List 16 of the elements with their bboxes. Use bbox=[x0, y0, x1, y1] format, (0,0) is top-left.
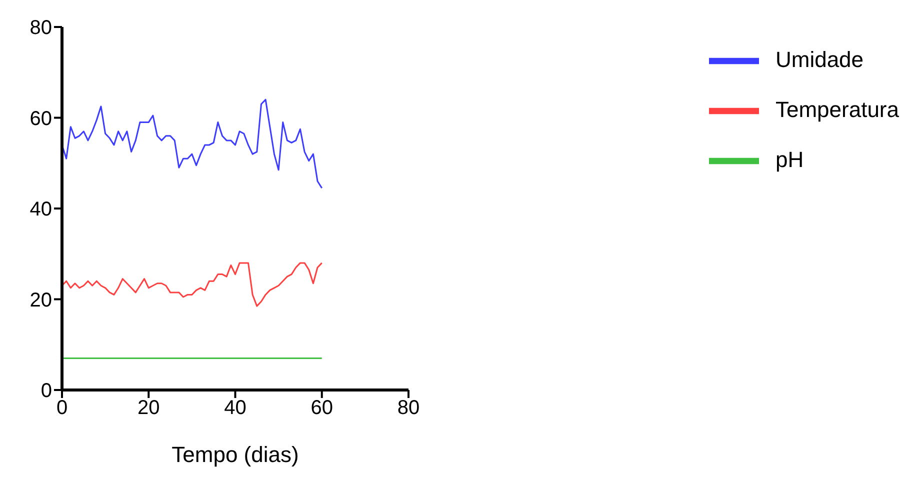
y-tick-label: 0 bbox=[40, 380, 52, 402]
x-tick-label: 20 bbox=[137, 397, 160, 420]
x-tick-label: 60 bbox=[310, 397, 333, 420]
x-tick-label: 80 bbox=[397, 397, 420, 420]
legend-label: Umidade bbox=[775, 46, 864, 72]
x-tick-label: 40 bbox=[224, 397, 246, 420]
x-tick-label: 0 bbox=[56, 397, 68, 420]
x-axis-title: Tempo (dias) bbox=[172, 442, 299, 467]
y-tick-label: 60 bbox=[30, 108, 52, 130]
legend-label: pH bbox=[775, 146, 804, 172]
y-tick-label: 20 bbox=[30, 289, 52, 312]
y-tick-label: 80 bbox=[30, 17, 52, 40]
legend-label: Temperatura bbox=[775, 96, 899, 122]
y-tick-label: 40 bbox=[30, 198, 52, 221]
line-series bbox=[62, 262, 323, 307]
line-series bbox=[62, 98, 323, 189]
